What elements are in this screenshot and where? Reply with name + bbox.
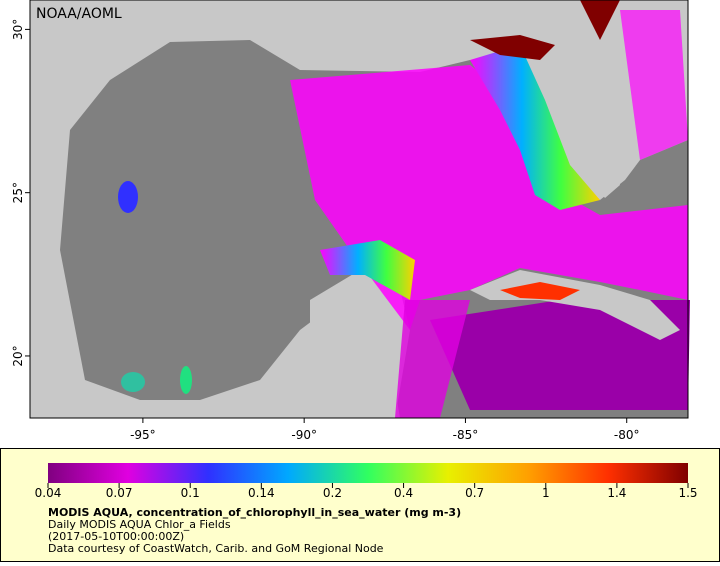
colorbar-tick-label: 0.4	[394, 486, 413, 500]
colorbar-tick-label: 1.5	[678, 486, 697, 500]
atlantic-strip	[620, 10, 688, 160]
lon-tick-label: -85°	[453, 428, 479, 442]
colorbar-tick-label: 1	[542, 486, 550, 500]
yucatan-shelf	[320, 240, 415, 300]
patch	[121, 372, 145, 392]
credit: NOAA/AOML	[36, 6, 122, 22]
lat-tick-label: 30°	[11, 19, 25, 40]
colorbar	[48, 463, 688, 483]
cuba-coast	[500, 282, 580, 300]
florida-shelf	[470, 45, 600, 210]
colorbar-tick-label: 0.07	[106, 486, 133, 500]
lat-tick-label: 20°	[11, 345, 25, 366]
patch	[180, 366, 192, 394]
lon-tick-label: -90°	[291, 428, 317, 442]
lon-tick-label: -95°	[130, 428, 156, 442]
caption-title: MODIS AQUA, concentration_of_chlorophyll…	[48, 506, 461, 519]
map-area	[29, 0, 690, 419]
colorbar-tick-label: 0.1	[181, 486, 200, 500]
map-frame	[29, 0, 689, 419]
lat-tick-label: 25°	[11, 182, 25, 203]
caption-line: Data courtesy of CoastWatch, Carib. and …	[48, 542, 384, 555]
colorbar-tick-label: 0.7	[465, 486, 484, 500]
colorbar-tick-label: 0.14	[248, 486, 275, 500]
caption-line: (2017-05-10T00:00:00Z)	[48, 530, 184, 543]
patch	[118, 181, 138, 213]
colorbar-tick-label: 0.2	[323, 486, 342, 500]
lon-tick-label: -80°	[614, 428, 640, 442]
northeast-coast	[580, 0, 620, 40]
chlorophyll-south	[430, 300, 690, 410]
caption-line: Daily MODIS AQUA Chlor_a Fields	[48, 518, 231, 531]
coast-high	[470, 35, 555, 60]
yucatan	[310, 270, 410, 418]
colorbar-tick-label: 0.04	[35, 486, 62, 500]
colorbar-tick-label: 1.4	[607, 486, 626, 500]
chlorophyll-channel	[395, 300, 470, 418]
